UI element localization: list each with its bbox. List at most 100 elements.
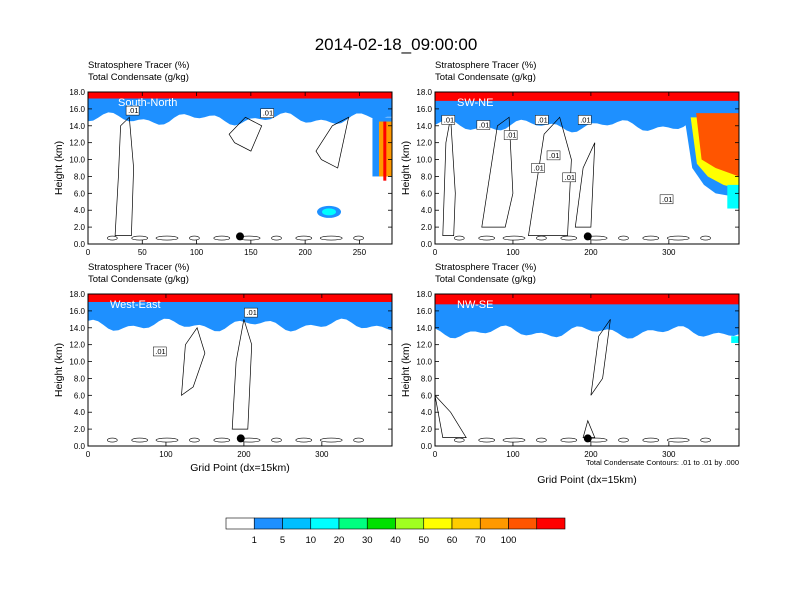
y-axis-label: Height (km) — [53, 343, 65, 397]
condensate-blob — [213, 235, 231, 241]
condensate-blob — [618, 437, 629, 443]
y-tick-label: 14.0 — [416, 122, 432, 131]
contour-label-box — [577, 115, 592, 125]
x-tick-label: 200 — [237, 450, 251, 459]
y-tick-label: 0.0 — [421, 442, 433, 451]
colorbar-label: 20 — [334, 535, 345, 546]
storm-marker — [583, 434, 592, 443]
y-tick-label: 0.0 — [74, 240, 86, 249]
contour-label: .01 — [506, 131, 516, 140]
contour-note: Total Condensate Contours: .01 to .01 by… — [586, 458, 739, 467]
panel-subtitle-tracer: Stratosphere Tracer (%) — [435, 60, 536, 71]
panel-subtitle-tracer: Stratosphere Tracer (%) — [435, 262, 536, 273]
condensate-blob — [536, 437, 547, 443]
contour-label: .01 — [537, 115, 547, 124]
panel-4: Stratosphere Tracer (%)Total Condensate … — [400, 262, 740, 486]
y-tick-label: 4.0 — [74, 408, 86, 417]
storm-marker — [583, 232, 592, 241]
y-tick-label: 4.0 — [421, 408, 433, 417]
y-tick-label: 18.0 — [416, 88, 432, 97]
x-tick-label: 250 — [353, 248, 367, 257]
contour-label-box — [546, 150, 561, 161]
condensate-contour — [435, 394, 467, 438]
contour-label-box — [659, 194, 674, 205]
y-tick-label: 8.0 — [74, 374, 86, 383]
contour-label-box — [260, 108, 274, 118]
colorbar-label: 50 — [418, 535, 429, 546]
condensate-contour — [114, 116, 134, 236]
condensate-contour — [315, 116, 350, 169]
y-tick-label: 0.0 — [74, 442, 86, 451]
condensate-contour — [228, 116, 263, 152]
condensate-blob — [271, 235, 282, 241]
contour-label: .01 — [128, 106, 138, 115]
y-tick-label: 10.0 — [416, 156, 432, 165]
colorbar-label: 100 — [501, 535, 517, 546]
contour-label-box — [476, 120, 491, 130]
condensate-contour — [181, 327, 206, 397]
condensate-contour — [442, 117, 456, 236]
storm-marker — [236, 232, 244, 241]
condensate-blob — [353, 437, 364, 443]
colorbar-label: 60 — [447, 535, 458, 546]
x-tick-label: 0 — [433, 248, 438, 257]
x-axis-label: Grid Point (dx=15km) — [190, 462, 290, 474]
contour-label: .01 — [444, 115, 454, 124]
condensate-blob — [502, 437, 526, 443]
plot-frame — [434, 91, 740, 245]
y-tick-label: 4.0 — [421, 206, 433, 215]
contour-label: .01 — [479, 120, 489, 129]
colorbar-label: 30 — [362, 535, 373, 546]
y-tick-label: 10.0 — [416, 358, 432, 367]
y-tick-label: 16.0 — [416, 105, 432, 114]
tracer-core — [88, 294, 392, 302]
y-tick-label: 12.0 — [416, 139, 432, 148]
y-tick-label: 6.0 — [74, 391, 86, 400]
condensate-blob — [131, 235, 148, 241]
condensate-blob — [666, 235, 690, 241]
x-tick-label: 100 — [159, 450, 173, 459]
panel-label: NW-SE — [457, 299, 493, 311]
condensate-contour — [574, 142, 596, 228]
plot-frame — [87, 293, 393, 447]
condensate-blob — [536, 235, 547, 241]
colorbar-swatch — [536, 517, 566, 530]
tracer-band — [88, 92, 392, 126]
contour-label-box — [562, 172, 576, 183]
contour-label-box — [441, 115, 456, 125]
colorbar-label: 70 — [475, 535, 486, 546]
colorbar-swatch — [310, 517, 340, 530]
panel-3: Stratosphere Tracer (%)Total Condensate … — [53, 262, 393, 474]
y-tick-label: 6.0 — [421, 189, 433, 198]
y-tick-label: 14.0 — [416, 324, 432, 333]
condensate-blob — [502, 235, 526, 241]
condensate-blob — [642, 437, 660, 443]
tracer-band — [435, 294, 739, 339]
y-tick-label: 8.0 — [421, 172, 433, 181]
y-tick-label: 6.0 — [421, 391, 433, 400]
panel-subtitle-condensate: Total Condensate (g/kg) — [435, 274, 536, 285]
x-tick-label: 0 — [86, 450, 91, 459]
storm-marker — [236, 434, 245, 443]
panel-subtitle-tracer: Stratosphere Tracer (%) — [88, 262, 189, 273]
y-tick-label: 10.0 — [69, 358, 85, 367]
condensate-blob — [642, 235, 660, 241]
colorbar-label: 5 — [280, 535, 285, 546]
panel-label: SW-NE — [457, 97, 493, 109]
condensate-blob — [453, 235, 465, 241]
tracer-core — [435, 92, 739, 101]
condensate-blob — [319, 235, 343, 241]
edge-plume-line — [383, 121, 387, 181]
edge-patch — [731, 336, 739, 343]
y-tick-label: 14.0 — [69, 122, 85, 131]
plot-frame — [87, 91, 393, 245]
x-tick-label: 300 — [662, 450, 676, 459]
panel-label: West-East — [110, 299, 161, 311]
panel-subtitle-condensate: Total Condensate (g/kg) — [88, 72, 189, 83]
contour-label-box — [503, 130, 518, 140]
panel-1: Stratosphere Tracer (%)Total Condensate … — [53, 60, 393, 257]
condensate-blob — [478, 437, 496, 443]
colorbar-swatch — [423, 517, 453, 530]
colorbar-swatch — [508, 517, 538, 530]
